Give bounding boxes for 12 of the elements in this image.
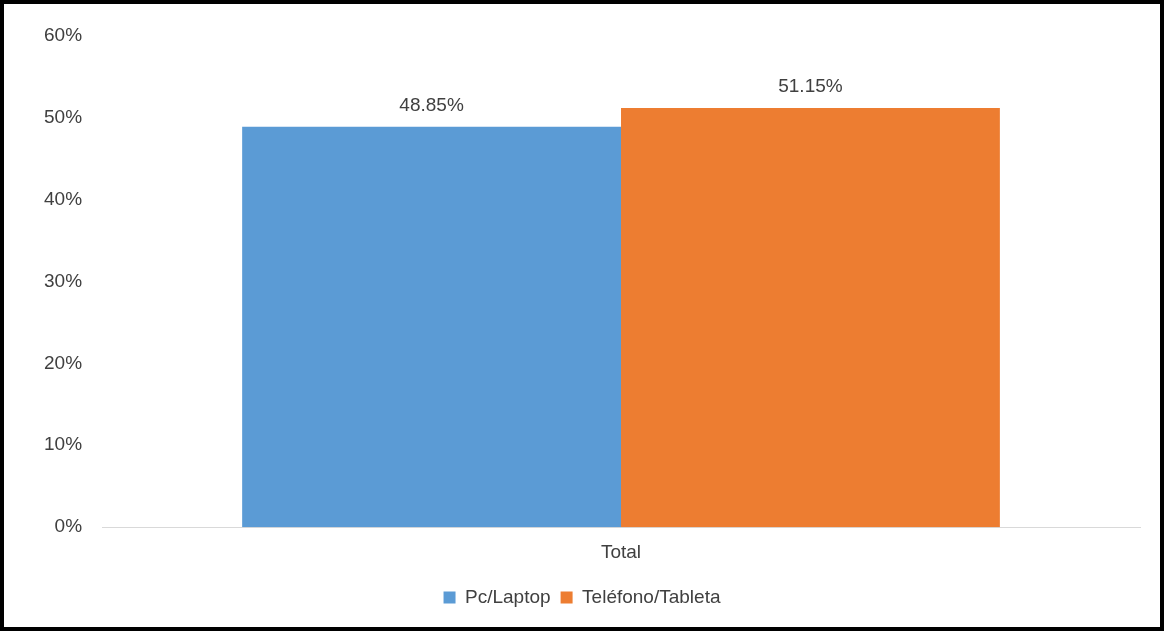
y-tick-label: 60% <box>44 23 83 45</box>
legend-label: Pc/Laptop <box>465 585 551 607</box>
y-tick-label: 10% <box>44 433 83 455</box>
y-tick-label: 30% <box>44 269 83 291</box>
text: 51.15% <box>778 74 843 96</box>
text: 48.85% <box>399 93 464 115</box>
legend-label: Teléfono/Tableta <box>582 585 721 607</box>
y-tick-label: 20% <box>44 351 83 373</box>
x-tick-label: Total <box>600 540 642 562</box>
y-tick-label: 40% <box>44 187 83 209</box>
y-tick-label: 50% <box>44 105 83 127</box>
y-tick-label: 0% <box>54 515 83 537</box>
